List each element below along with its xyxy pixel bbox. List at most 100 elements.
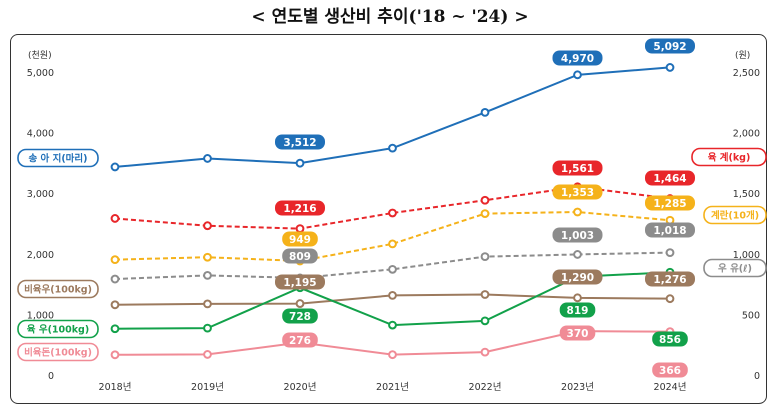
legend-entry: 육 우(100kg) (17, 319, 99, 339)
data-point (110, 214, 120, 223)
data-label: 856 (652, 331, 688, 347)
data-point (110, 324, 120, 334)
data-point (203, 299, 212, 309)
data-point (573, 207, 582, 217)
data-point (110, 274, 120, 284)
data-label: 949 (282, 231, 318, 247)
data-label: 366 (652, 362, 688, 378)
data-label-bubble (282, 332, 318, 348)
data-label: 1,353 (552, 184, 603, 200)
data-label: 809 (282, 248, 318, 264)
x-tick-label: 2020년 (284, 382, 317, 393)
data-label-bubble (559, 325, 596, 341)
legend-entry: 비육돈(100kg) (17, 342, 99, 362)
data-label: 1,285 (645, 195, 695, 211)
data-point (203, 271, 212, 280)
data-label-text: 4,970 (561, 53, 594, 65)
legend-entry: 송 아 지(마리) (17, 148, 99, 168)
legend-box (691, 147, 767, 167)
data-label-text: 1,353 (561, 187, 594, 199)
x-tick-label: 2022년 (469, 382, 502, 393)
left-tick-label: 4,000 (27, 129, 54, 140)
left-tick-label: 3,000 (27, 189, 54, 200)
legend-box (17, 148, 99, 168)
data-label-text: 276 (289, 335, 311, 347)
legend-box (17, 342, 99, 362)
data-label-bubble (275, 134, 325, 150)
data-label-text: 809 (289, 251, 311, 263)
chart-frame (10, 34, 767, 404)
data-label-text: 370 (567, 328, 589, 340)
legend-entry: 육 계(kg) (691, 147, 767, 167)
right-tick-label: 0 (754, 371, 760, 382)
right-tick-label: 2,000 (733, 129, 760, 140)
left-tick-label: 0 (48, 371, 54, 382)
right-axis-unit: (원) (735, 50, 750, 61)
data-label-bubble (282, 248, 318, 264)
legend-label: 계란(10개) (711, 210, 759, 222)
data-point (203, 252, 212, 262)
data-label-bubble (282, 308, 318, 324)
legend-box (17, 279, 99, 299)
data-label-text: 1,276 (653, 274, 686, 286)
data-label-bubble (559, 302, 596, 318)
x-tick-label: 2021년 (376, 382, 409, 393)
data-point (110, 255, 120, 265)
data-label-text: 3,512 (283, 137, 316, 149)
data-point (295, 158, 305, 168)
data-point (203, 221, 212, 231)
data-label-bubble (645, 170, 695, 186)
data-label-bubble (645, 271, 695, 287)
data-point (665, 294, 675, 304)
data-label-bubble (282, 231, 318, 247)
data-label-bubble (552, 160, 603, 176)
data-point (480, 195, 490, 205)
data-label: 1,216 (275, 200, 325, 216)
data-label-bubble (652, 331, 688, 347)
data-point (573, 293, 582, 303)
x-tick-label: 2018년 (99, 382, 132, 393)
x-tick-label: 2023년 (561, 382, 594, 393)
data-label-text: 1,290 (561, 272, 594, 284)
data-label: 1,195 (275, 274, 325, 290)
data-label-bubble (645, 222, 695, 238)
data-label: 370 (559, 325, 596, 341)
data-point (573, 70, 582, 80)
legend-label: 육 우(100kg) (27, 325, 89, 336)
data-point (665, 63, 675, 72)
data-point (203, 350, 212, 359)
data-point (110, 350, 120, 360)
data-label: 4,970 (552, 50, 603, 66)
data-label: 1,018 (645, 222, 695, 238)
legend-box (703, 258, 767, 278)
data-point (203, 323, 212, 333)
data-label-text: 856 (659, 334, 681, 346)
data-label-bubble (552, 50, 603, 66)
data-label-text: 1,216 (283, 203, 316, 215)
data-point (388, 320, 397, 330)
legend-label: 비육돈(100kg) (24, 347, 92, 359)
left-tick-label: 2,000 (27, 250, 54, 261)
data-label: 1,464 (645, 170, 695, 186)
data-point (480, 107, 490, 117)
data-label-bubble (275, 200, 325, 216)
data-point (295, 224, 305, 234)
data-label-bubble (645, 195, 695, 211)
data-label: 1,290 (552, 269, 603, 285)
data-point (388, 208, 397, 218)
data-label-text: 819 (567, 305, 589, 317)
data-label-text: 1,285 (653, 198, 686, 210)
data-label-text: 1,464 (653, 173, 686, 185)
data-point (480, 252, 490, 262)
data-point (388, 350, 397, 360)
left-tick-label: 5,000 (27, 68, 54, 79)
data-point (480, 209, 490, 218)
data-label: 5,092 (645, 38, 695, 54)
x-tick-label: 2024년 (654, 382, 687, 393)
data-point (388, 239, 397, 249)
data-point (480, 316, 490, 326)
right-tick-label: 500 (742, 310, 760, 321)
legend-entry: 비육우(100kg) (17, 279, 99, 299)
data-label-text: 5,092 (653, 41, 686, 53)
